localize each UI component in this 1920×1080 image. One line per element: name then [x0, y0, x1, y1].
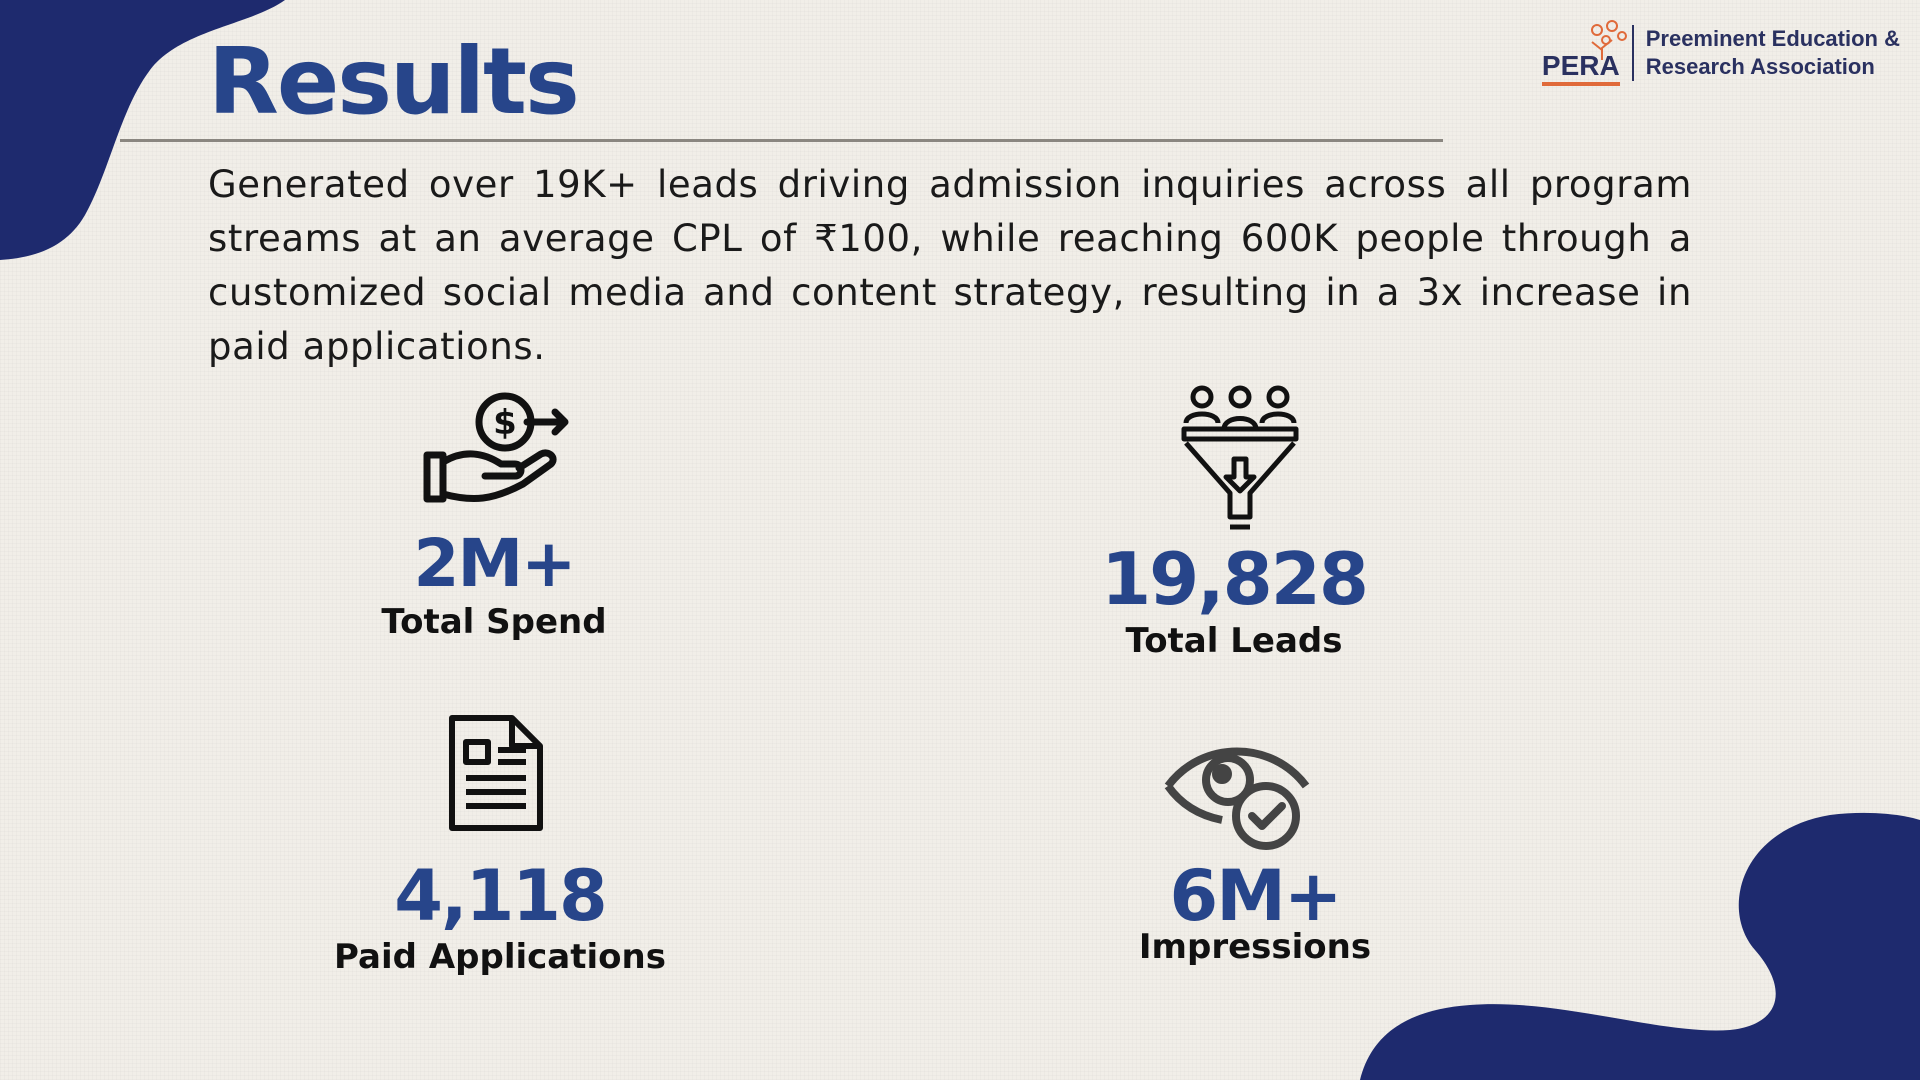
- stat-impressions: 6M+ Impressions: [1005, 855, 1505, 967]
- eye-check-icon: [1164, 747, 1310, 850]
- logo-line2: Research Association: [1645, 54, 1875, 79]
- stat-value: 2M+: [413, 525, 577, 602]
- svg-text:$: $: [493, 403, 517, 443]
- stat-total-leads: 19,828 Total Leads: [984, 537, 1484, 661]
- stat-value: 4,118: [394, 855, 607, 937]
- logo-line1: Preeminent Education &: [1645, 26, 1900, 51]
- corner-blob-bottom-right: [1360, 812, 1920, 1080]
- document-icon: [449, 715, 543, 831]
- page-title: Results: [208, 28, 580, 135]
- hand-money-icon: $: [423, 392, 569, 503]
- stat-total-spend: 2M+ Total Spend: [244, 525, 744, 642]
- title-divider: [120, 139, 1443, 142]
- stat-label: Total Leads: [1125, 621, 1343, 661]
- tree-icon: [1590, 20, 1627, 60]
- stat-value: 19,828: [1101, 537, 1369, 621]
- pera-logo: PERA Preeminent Education & Research Ass…: [1541, 20, 1900, 86]
- stat-label: Impressions: [1138, 927, 1372, 967]
- summary-text: Generated over 19K+ leads driving admiss…: [208, 163, 1692, 368]
- corner-blob-top-left: [0, 0, 285, 260]
- stat-label: Paid Applications: [334, 937, 666, 977]
- stat-label: Total Spend: [381, 602, 607, 642]
- people-funnel-icon: [1181, 385, 1299, 530]
- stat-paid-applications: 4,118 Paid Applications: [250, 855, 750, 977]
- logo-mark: PERA: [1541, 20, 1627, 86]
- stat-value: 6M+: [1169, 855, 1342, 937]
